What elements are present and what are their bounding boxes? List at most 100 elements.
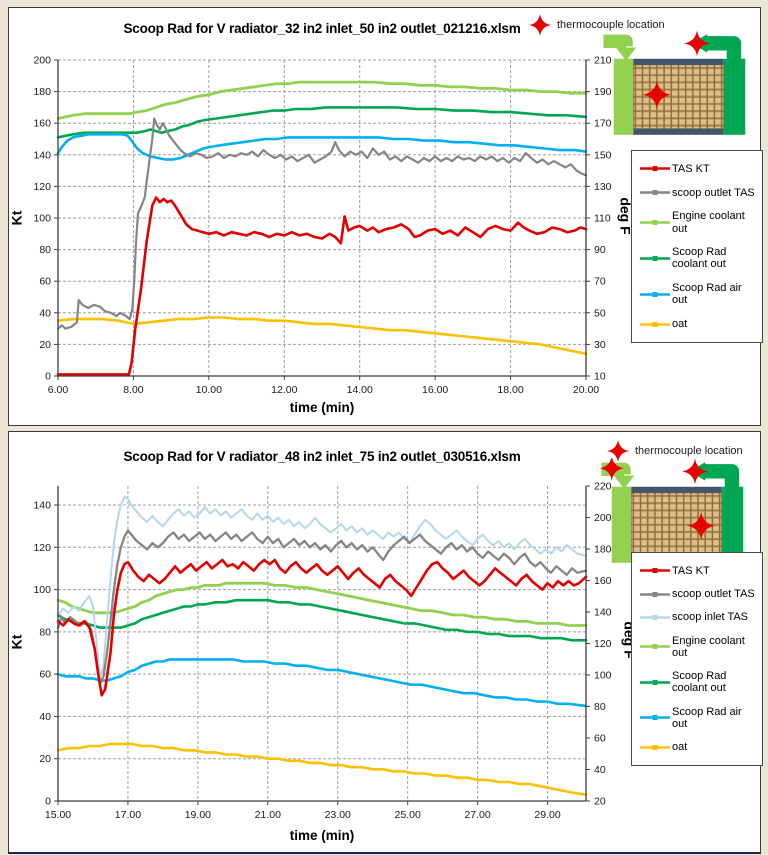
radiator-diagram <box>603 30 746 135</box>
svg-text:160: 160 <box>33 118 51 130</box>
thermocouple-star-elbow <box>684 30 710 57</box>
chart-panel-2: Scoop Rad for V radiator_48 in2 inlet_75… <box>8 431 763 854</box>
svg-text:80: 80 <box>594 701 606 713</box>
series-scoop-rad-air-out <box>56 658 588 708</box>
core-top-frame <box>633 58 724 65</box>
svg-text:130: 130 <box>594 181 612 193</box>
legend-line-swatch <box>640 614 670 620</box>
legend-item: scoop outlet TAS <box>640 187 759 199</box>
tick-labels: 0 20 40 60 80 100 120 140 160 180 200 10 30 50 70 90 110… <box>33 55 611 397</box>
chart-title: Scoop Rad for V radiator_48 in2 inlet_75… <box>123 449 521 464</box>
legend-line-swatch <box>640 644 670 650</box>
svg-text:120: 120 <box>594 638 612 650</box>
legend-line-swatch <box>640 591 670 597</box>
svg-text:0: 0 <box>45 796 51 808</box>
svg-text:200: 200 <box>33 55 51 67</box>
thermocouple-star-inlet-arrow <box>599 458 625 481</box>
radiator-right-tank <box>721 486 744 563</box>
thermocouple-label: thermocouple location <box>635 445 743 457</box>
svg-text:8.00: 8.00 <box>123 384 144 396</box>
legend-line-swatch <box>640 679 670 685</box>
svg-text:20.00: 20.00 <box>573 384 599 396</box>
svg-text:220: 220 <box>594 481 612 493</box>
legend-item: Scoop Rad coolant out <box>640 246 759 270</box>
legend-line-swatch <box>640 255 670 261</box>
svg-text:190: 190 <box>594 86 612 98</box>
legend-label: Scoop Rad coolant out <box>672 670 727 695</box>
svg-text:70: 70 <box>594 276 606 288</box>
radiator-left-tank <box>613 58 634 135</box>
thermocouple-star-core-left <box>642 80 672 109</box>
legend-item: Scoop Rad air out <box>640 706 759 730</box>
svg-text:110: 110 <box>594 213 611 225</box>
radiator-core <box>633 64 724 129</box>
svg-text:25.00: 25.00 <box>395 809 421 821</box>
series-scoop-outlet-tas <box>56 529 588 684</box>
x-axis-title: time (min) <box>289 400 355 415</box>
plot-area: 0 20 40 60 80 100 120 140 20 40 60 80 100 120 140 160 18… <box>33 481 611 822</box>
legend: TAS KT scoop outlet TAS Engine coolant out… <box>631 150 763 343</box>
svg-text:180: 180 <box>33 86 51 98</box>
svg-text:29.00: 29.00 <box>534 809 560 821</box>
svg-text:40: 40 <box>594 764 606 776</box>
legend-item: scoop outlet TAS <box>640 588 759 600</box>
svg-text:27.00: 27.00 <box>464 809 490 821</box>
svg-text:40: 40 <box>39 307 51 319</box>
inlet-arrow-icon <box>603 34 637 61</box>
svg-text:10: 10 <box>594 371 606 383</box>
svg-text:50: 50 <box>594 307 606 319</box>
svg-text:20: 20 <box>39 339 51 351</box>
svg-text:80: 80 <box>39 626 51 638</box>
tick-labels: 0 20 40 60 80 100 120 140 20 40 60 80 100 120 140 160 18… <box>33 481 611 822</box>
radiator-right-tank <box>723 58 746 135</box>
svg-text:18.00: 18.00 <box>497 384 523 396</box>
svg-text:210: 210 <box>594 55 612 67</box>
legend-label: Scoop Rad air out <box>672 705 742 730</box>
series-tas-kt <box>56 558 588 697</box>
gridlines <box>58 59 586 376</box>
legend-item: oat <box>640 741 759 753</box>
thermocouple-label: thermocouple location <box>557 19 665 31</box>
inlet-arrow-icon <box>601 462 635 489</box>
plot-area: 0 20 40 60 80 100 120 140 160 180 200 10 30 50 70 90 110… <box>33 55 611 397</box>
svg-text:140: 140 <box>594 607 612 619</box>
thermocouple-star-icon <box>606 439 630 463</box>
legend-item: Scoop Rad coolant out <box>640 670 759 694</box>
legend-item: TAS KT <box>640 565 759 577</box>
core-bottom-frame <box>633 128 724 135</box>
svg-text:15.00: 15.00 <box>45 809 71 821</box>
legend-line-swatch <box>640 568 670 574</box>
svg-text:140: 140 <box>33 500 51 512</box>
svg-text:180: 180 <box>594 544 612 556</box>
svg-text:120: 120 <box>33 542 51 554</box>
legend-label: Scoop Rad air out <box>672 282 742 307</box>
radiator-diagram <box>599 458 744 563</box>
legend-label: scoop outlet TAS <box>672 588 755 601</box>
legend-line-swatch <box>640 744 670 750</box>
svg-text:19.00: 19.00 <box>185 809 211 821</box>
legend-item: scoop inlet TAS <box>640 611 759 623</box>
svg-text:60: 60 <box>39 669 51 681</box>
axes <box>57 486 587 802</box>
legend-label: oat <box>672 318 688 331</box>
series-lines <box>56 495 588 796</box>
series-lines <box>56 80 588 376</box>
legend-item: Engine coolant out <box>640 210 759 235</box>
legend-item: Engine coolant out <box>640 635 759 659</box>
legend-label: scoop inlet TAS <box>672 611 749 624</box>
thermocouple-star-elbow <box>682 458 708 485</box>
legend-label: scoop outlet TAS <box>672 186 755 199</box>
legend-line-swatch <box>640 715 670 721</box>
svg-text:40: 40 <box>39 711 51 723</box>
svg-text:120: 120 <box>33 181 51 193</box>
svg-text:20: 20 <box>39 753 51 765</box>
radiator-left-tank <box>611 486 632 563</box>
legend-line-swatch <box>640 321 670 327</box>
svg-text:170: 170 <box>594 118 612 130</box>
svg-text:14.00: 14.00 <box>347 384 373 396</box>
svg-text:30: 30 <box>594 339 606 351</box>
legend-item: Scoop Rad air out <box>640 282 759 306</box>
svg-text:12.00: 12.00 <box>271 384 297 396</box>
svg-text:6.00: 6.00 <box>48 384 69 396</box>
svg-text:200: 200 <box>594 512 612 524</box>
